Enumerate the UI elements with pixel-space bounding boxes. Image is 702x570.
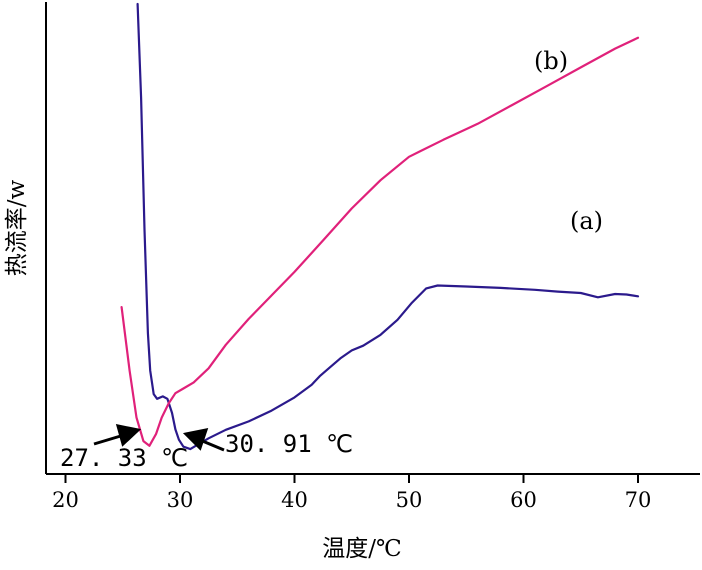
x-tick-label: 70 — [625, 488, 652, 512]
x-ticks: 20 30 40 50 60 70 — [52, 474, 651, 512]
arrow-peak-b — [93, 424, 142, 447]
series-b-line — [120, 36, 640, 447]
x-tick-label: 40 — [281, 488, 308, 512]
axes — [45, 2, 700, 475]
x-tick-label: 60 — [510, 488, 537, 512]
arrow-peak-a — [182, 428, 225, 452]
x-tick-label: 50 — [396, 488, 423, 512]
y-axis-title: 热流率/w — [4, 179, 30, 276]
series-a-line — [136, 2, 640, 451]
x-tick-label: 20 — [52, 488, 79, 512]
curve-label-a: (a) — [570, 207, 603, 235]
annotation-peak-a: 30. 91 ℃ — [225, 430, 353, 458]
annotations: 27. 33 ℃ 30. 91 ℃ — [60, 424, 353, 472]
curves — [120, 2, 640, 451]
annotation-peak-b: 27. 33 ℃ — [60, 444, 188, 472]
x-axis-title: 温度/℃ — [322, 536, 401, 562]
x-tick-label: 30 — [167, 488, 194, 512]
curve-label-b: (b) — [534, 47, 568, 75]
